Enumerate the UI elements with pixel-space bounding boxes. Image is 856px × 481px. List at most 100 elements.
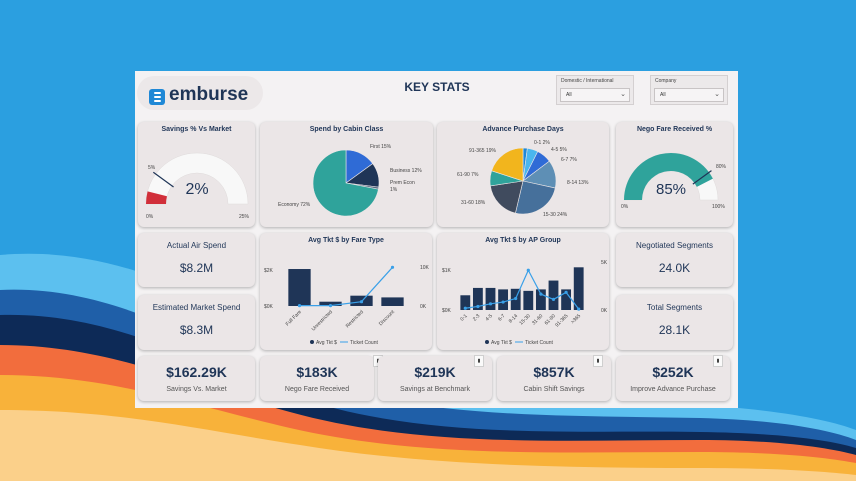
x-axis-tick-label: Discount: [378, 309, 396, 327]
legend-line-label: Ticket Count: [525, 340, 553, 346]
kpi-value: 28.1K: [658, 323, 691, 337]
ticket-count-point[interactable]: [539, 292, 543, 296]
kpi-card-cabin-shift-savings[interactable]: ▮ $857K Cabin Shift Savings: [497, 355, 611, 401]
ap-pie-slice-91-365[interactable]: [491, 147, 524, 182]
legend-line-label: Ticket Count: [350, 340, 378, 346]
gauge-value: 85%: [656, 181, 686, 198]
bar-31-60[interactable]: [535, 289, 546, 310]
pie-label-business: Business 12%: [390, 168, 422, 174]
ticket-count-point[interactable]: [488, 302, 493, 306]
kpi-value: $8.2M: [179, 261, 214, 275]
filter-dropdown[interactable]: All ⌄: [654, 88, 724, 102]
bar-unrestricted[interactable]: [319, 301, 342, 306]
ticket-count-point[interactable]: [328, 304, 333, 308]
bar-discount[interactable]: [381, 297, 404, 306]
fare-type-combo-chart: $2K $0K 10K 0K Full Fare Unrestricted Rest…: [264, 265, 430, 346]
bar-15-30[interactable]: [523, 290, 534, 310]
filter-value: All: [660, 92, 666, 98]
pie-label-first: First 15%: [370, 144, 392, 150]
pin-icon[interactable]: ▮: [713, 355, 723, 367]
kpi-label: Cabin Shift Savings: [523, 386, 585, 393]
ap-pie-slice-15-30[interactable]: [515, 180, 556, 215]
bar-61-90[interactable]: [548, 280, 559, 310]
pin-icon[interactable]: ▮: [593, 355, 603, 367]
x-axis-tick-label: 2-3: [472, 313, 482, 323]
savings-gauge-card[interactable]: Savings % Vs Market 2% 0% 25% 5%: [138, 122, 255, 227]
gauge-min-label: 0%: [146, 214, 154, 220]
x-axis-tick-label: 31-60: [531, 313, 544, 326]
fare-type-chart-card[interactable]: Avg Tkt $ by Fare Type $2K $0K 10K 0K Fu…: [260, 233, 432, 350]
kpi-value: $252K: [652, 364, 694, 380]
bar-full-fare[interactable]: [288, 269, 311, 306]
filter-value: All: [566, 92, 572, 98]
kpi-label: Actual Air Spend: [166, 241, 227, 250]
kpi-card-nego-fare-received[interactable]: ▮ $183K Nego Fare Received: [260, 355, 383, 401]
x-axis-tick-label: 4-5: [485, 313, 495, 323]
x-axis-tick-label: Unrestricted: [311, 309, 334, 332]
emburse-e-icon: [149, 89, 165, 105]
right-axis-tick: 0K: [601, 308, 608, 314]
ap-group-chart-card[interactable]: Avg Tkt $ by AP Group $1K $0K 5K 0K 0-1 2…: [437, 233, 609, 350]
kpi-label: Total Segments: [646, 303, 703, 312]
right-axis-tick: 10K: [420, 265, 430, 271]
actual-air-spend-card[interactable]: Actual Air Spend $8.2M: [138, 233, 255, 287]
kpi-card-savings-vs-market[interactable]: $162.29K Savings Vs. Market: [138, 356, 255, 401]
left-axis-tick: $1K: [442, 268, 452, 274]
right-axis-tick: 5K: [601, 260, 608, 266]
ticket-count-point[interactable]: [577, 307, 581, 311]
left-axis-tick: $2K: [264, 268, 274, 274]
kpi-value: $183K: [296, 364, 338, 380]
bar-6-7[interactable]: [498, 289, 509, 310]
filter-domestic-international[interactable]: Domestic / International All ⌄: [556, 75, 634, 105]
gauge-value: 2%: [185, 181, 208, 198]
negotiated-segments-card[interactable]: Negotiated Segments 24.0K: [616, 233, 733, 287]
filter-dropdown[interactable]: All ⌄: [560, 88, 630, 102]
total-segments-card[interactable]: Total Segments 28.1K: [616, 295, 733, 350]
x-axis-tick-label: 0-1: [459, 313, 469, 323]
pin-icon[interactable]: ▮: [474, 355, 484, 367]
ticket-count-point[interactable]: [564, 290, 568, 294]
cabin-pie-slice-economy[interactable]: [312, 149, 379, 217]
kpi-card-savings-at-benchmark[interactable]: ▮ $219K Savings at Benchmark: [378, 355, 492, 401]
ticket-count-point[interactable]: [297, 304, 302, 308]
ticket-count-point[interactable]: [514, 296, 518, 301]
ticket-count-point[interactable]: [463, 306, 467, 310]
gauge-track: [145, 152, 249, 205]
cabin-class-chart-card[interactable]: Spend by Cabin Class First 15% Business …: [260, 122, 433, 227]
ap-pie-slice-31-60[interactable]: [490, 180, 524, 214]
bar--365[interactable]: [573, 267, 584, 310]
ticket-count-line: [465, 268, 580, 310]
nego-fare-gauge-card[interactable]: Nego Fare Received % 85% 0% 100% 80%: [616, 122, 733, 227]
pie-label: 61-90 7%: [457, 172, 479, 178]
ticket-count-point[interactable]: [526, 268, 530, 272]
bar-4-5[interactable]: [485, 287, 496, 310]
ticket-count-point[interactable]: [390, 265, 395, 269]
pie-label: 15-30 24%: [543, 212, 568, 218]
ticket-count-point[interactable]: [476, 304, 480, 309]
kpi-value: $857K: [533, 364, 575, 380]
kpi-label: Improve Advance Purchase: [630, 386, 716, 393]
x-axis-tick-label: >365: [570, 313, 582, 325]
kpi-label: Nego Fare Received: [284, 386, 350, 393]
ticket-count-point[interactable]: [359, 300, 364, 304]
pie-label: 8-14 13%: [567, 180, 589, 186]
savings-gauge: 2% 0% 25% 5%: [145, 152, 250, 220]
kpi-label: Savings at Benchmark: [399, 386, 471, 393]
bar-2-3[interactable]: [472, 287, 483, 310]
estimated-market-spend-card[interactable]: Estimated Market Spend $8.3M: [138, 295, 255, 350]
advance-purchase-chart-card[interactable]: Advance Purchase Days 0-1 2% 4-5 5% 6-7 …: [437, 122, 609, 227]
x-axis-tick-label: 6-7: [497, 313, 507, 323]
x-axis-tick-label: Full Fare: [285, 309, 303, 327]
kpi-card-improve-advance-purchase[interactable]: ▮ $252K Improve Advance Purchase: [616, 355, 730, 401]
gauge-max-label: 25%: [239, 214, 250, 220]
ticket-count-point[interactable]: [501, 300, 505, 304]
right-axis-tick: 0K: [420, 304, 427, 310]
bar-91-365[interactable]: [561, 289, 572, 310]
ticket-count-point[interactable]: [551, 297, 556, 301]
filter-company[interactable]: Company All ⌄: [650, 75, 728, 105]
x-axis-tick-label: 15-30: [518, 313, 531, 326]
pie-label: 4-5 5%: [551, 147, 567, 153]
card-title: Avg Tkt $ by Fare Type: [308, 237, 384, 244]
bar-0-1[interactable]: [460, 295, 471, 310]
card-title: Nego Fare Received %: [636, 126, 713, 133]
